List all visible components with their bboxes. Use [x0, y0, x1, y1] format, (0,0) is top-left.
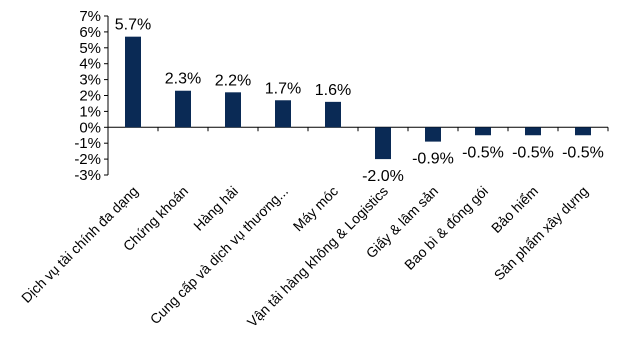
data-label: -0.5% [562, 144, 604, 161]
bar [275, 100, 291, 128]
data-label: -0.5% [462, 144, 504, 161]
y-tick-label: 4% [79, 56, 101, 73]
category-label: Hàng hải [190, 183, 241, 234]
category-label: Bảo hiểm [488, 183, 541, 236]
bar [225, 92, 241, 128]
y-tick-label: 3% [79, 72, 101, 89]
data-label: 2.2% [215, 72, 251, 89]
data-label: 1.6% [315, 82, 351, 99]
y-tick-label: 7% [79, 8, 101, 25]
y-tick-label: 0% [79, 119, 101, 136]
y-tick-label: 5% [79, 40, 101, 57]
y-tick-label: -1% [74, 135, 101, 152]
bar [575, 127, 591, 136]
bar [525, 127, 541, 136]
y-tick-label: -2% [74, 151, 101, 168]
y-tick-label: 2% [79, 88, 101, 105]
chart-axes: 7%6%5%4%3%2%1%0%-1%-2%-3% [74, 8, 609, 184]
y-tick-label: -3% [74, 167, 101, 184]
data-label: 5.7% [115, 17, 151, 34]
bar [425, 127, 441, 142]
bar [375, 127, 391, 160]
category-label: Máy móc [290, 183, 341, 234]
bar [475, 127, 491, 136]
category-label: Sản phẩm xây dựng [491, 183, 591, 283]
data-label: 1.7% [265, 80, 301, 97]
y-tick-label: 6% [79, 24, 101, 41]
data-label: 2.3% [165, 71, 201, 88]
y-tick-label: 1% [79, 103, 101, 120]
data-label: -0.9% [412, 151, 454, 168]
bar [125, 36, 141, 128]
chart-bars [125, 36, 591, 160]
data-label: -2.0% [362, 168, 404, 185]
data-label: -0.5% [512, 144, 554, 161]
bar [175, 90, 191, 128]
bar [325, 101, 341, 128]
category-label: Bao bì & đóng gói [401, 183, 491, 273]
